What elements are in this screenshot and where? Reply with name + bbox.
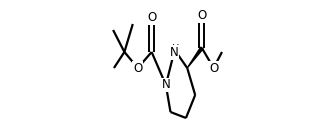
Text: N: N — [170, 46, 178, 59]
Text: O: O — [133, 62, 142, 75]
Polygon shape — [187, 47, 203, 68]
Text: H: H — [172, 44, 180, 54]
Text: O: O — [209, 62, 218, 75]
Text: O: O — [197, 9, 206, 22]
Text: N: N — [162, 79, 170, 92]
Text: O: O — [147, 11, 156, 24]
